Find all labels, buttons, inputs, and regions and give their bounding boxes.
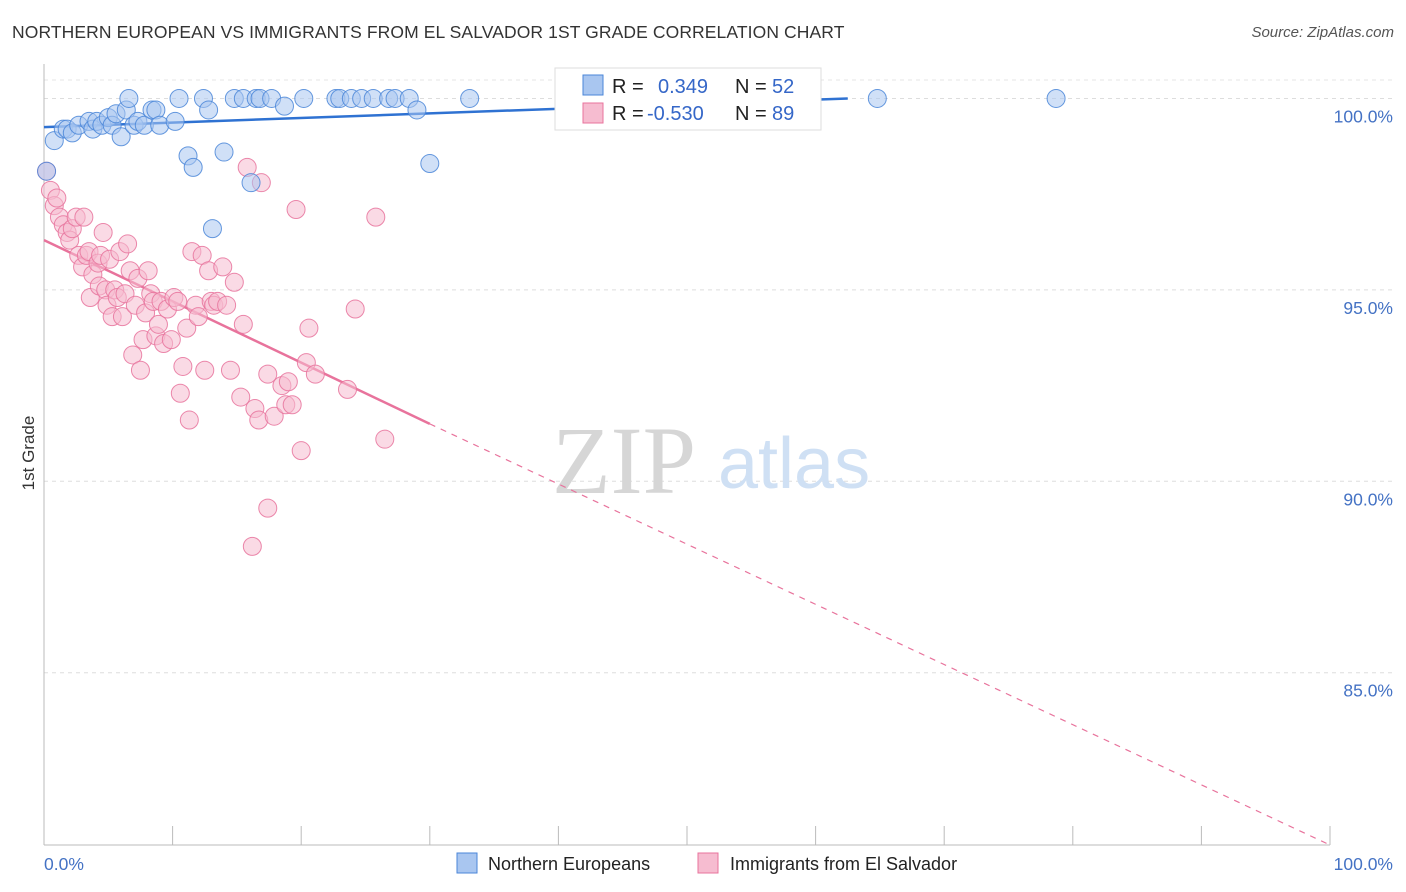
- point-northern-european: [183, 157, 203, 177]
- point-el-salvador: [278, 372, 298, 392]
- point-el-salvador: [173, 356, 193, 376]
- legend-label-northern-europeans: Northern Europeans: [488, 854, 650, 874]
- watermark: ZIP atlas: [552, 407, 870, 514]
- legend-label-el-salvador: Immigrants from El Salvador: [730, 854, 957, 874]
- legend-swatch-el-salvador: [697, 852, 719, 874]
- point-el-salvador: [242, 536, 262, 556]
- legend-swatch-northern-europeans: [456, 852, 478, 874]
- point-el-salvador: [148, 314, 168, 334]
- point-el-salvador: [112, 307, 132, 327]
- point-el-salvador: [170, 383, 190, 403]
- point-northern-european: [214, 142, 234, 162]
- point-northern-european: [867, 88, 887, 108]
- y-tick-label: 85.0%: [1343, 681, 1393, 701]
- point-el-salvador: [231, 387, 251, 407]
- trend-line-el-salvador: [43, 238, 431, 426]
- stats-n-label-2: N =: [735, 103, 767, 125]
- point-northern-european: [111, 127, 131, 147]
- x-tick-label-max: 100.0%: [1334, 854, 1393, 874]
- point-el-salvador: [93, 222, 113, 242]
- point-el-salvador: [258, 498, 278, 518]
- stats-swatch-blue: [582, 74, 604, 96]
- point-el-salvador: [161, 330, 181, 350]
- stats-r-label-2: R =: [612, 103, 644, 125]
- point-el-salvador: [258, 364, 278, 384]
- series-legend: Northern Europeans Immigrants from El Sa…: [456, 852, 957, 874]
- point-el-salvador: [224, 272, 244, 292]
- point-el-salvador: [305, 364, 325, 384]
- chart-title: NORTHERN EUROPEAN VS IMMIGRANTS FROM EL …: [12, 22, 845, 42]
- stats-r-label-1: R =: [612, 76, 644, 98]
- point-el-salvador: [345, 299, 365, 319]
- point-northern-european: [460, 88, 480, 108]
- point-northern-european: [202, 219, 222, 239]
- point-el-salvador: [291, 441, 311, 461]
- watermark-zip: ZIP: [552, 407, 696, 514]
- stats-n-value-2: 89: [772, 103, 794, 125]
- x-tick-labels: 0.0% 100.0%: [44, 854, 1393, 874]
- point-el-salvador: [47, 188, 67, 208]
- y-axis-label: 1st Grade: [19, 416, 38, 491]
- y-tick-label: 90.0%: [1343, 489, 1393, 509]
- watermark-atlas: atlas: [718, 424, 870, 504]
- point-el-salvador: [286, 199, 306, 219]
- point-northern-european: [165, 111, 185, 131]
- point-el-salvador: [138, 261, 158, 281]
- y-tick-labels: 85.0% 90.0% 95.0% 100.0%: [1334, 106, 1393, 700]
- point-el-salvador: [299, 318, 319, 338]
- point-el-salvador: [233, 314, 253, 334]
- point-northern-european: [199, 100, 219, 120]
- point-el-salvador: [282, 395, 302, 415]
- y-tick-label: 95.0%: [1343, 298, 1393, 318]
- stats-swatch-pink: [582, 102, 604, 124]
- point-el-salvador: [118, 234, 138, 254]
- point-el-salvador: [337, 379, 357, 399]
- point-el-salvador: [264, 406, 284, 426]
- stats-legend: R = 0.349 N = 52 R = -0.530 N = 89: [554, 67, 822, 131]
- x-tick-label-min: 0.0%: [44, 854, 84, 874]
- point-el-salvador: [375, 429, 395, 449]
- point-northern-european: [420, 154, 440, 174]
- stats-r-value-1: 0.349: [658, 76, 708, 98]
- point-el-salvador: [188, 307, 208, 327]
- point-el-salvador: [130, 360, 150, 380]
- stats-n-label-1: N =: [735, 76, 767, 98]
- point-el-salvador: [123, 345, 143, 365]
- point-el-salvador: [74, 207, 94, 227]
- point-northern-european: [241, 173, 261, 193]
- data-points: [37, 88, 1066, 556]
- point-el-salvador: [366, 207, 386, 227]
- point-el-salvador: [213, 257, 233, 277]
- point-el-salvador: [177, 318, 197, 338]
- point-northern-european: [294, 88, 314, 108]
- point-northern-european: [407, 100, 427, 120]
- point-northern-european: [37, 161, 57, 181]
- point-el-salvador: [179, 410, 199, 430]
- point-el-salvador: [168, 291, 188, 311]
- trend-line-extension: [429, 423, 1331, 846]
- point-el-salvador: [195, 360, 215, 380]
- point-northern-european: [1046, 88, 1066, 108]
- point-northern-european: [119, 88, 139, 108]
- stats-n-value-1: 52: [772, 76, 794, 98]
- y-tick-label: 100.0%: [1334, 106, 1393, 126]
- source-label: Source: ZipAtlas.com: [1251, 24, 1394, 41]
- point-el-salvador: [217, 295, 237, 315]
- point-northern-european: [169, 88, 189, 108]
- point-el-salvador: [220, 360, 240, 380]
- stats-r-value-2: -0.530: [647, 103, 704, 125]
- point-northern-european: [274, 96, 294, 116]
